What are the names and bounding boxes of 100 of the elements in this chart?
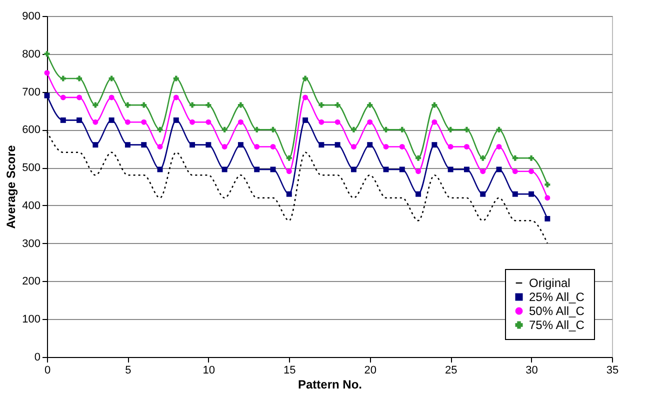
- point: [141, 119, 147, 125]
- point: [92, 119, 98, 125]
- x-tick-label: 25: [444, 364, 458, 376]
- point: [173, 76, 179, 82]
- point: [512, 155, 518, 161]
- y-tick-label: 0: [34, 352, 40, 364]
- point: [238, 102, 244, 108]
- point: [334, 102, 340, 108]
- point: [141, 142, 147, 148]
- point: [270, 166, 276, 172]
- point: [108, 117, 114, 123]
- point: [60, 94, 66, 100]
- point: [76, 76, 82, 82]
- point: [222, 126, 228, 132]
- point: [190, 119, 196, 125]
- legend-label: 50% All_C: [529, 304, 585, 318]
- point: [416, 155, 422, 161]
- point: [496, 126, 502, 132]
- point: [416, 191, 422, 197]
- x-tick-label: 10: [202, 364, 216, 376]
- point: [124, 142, 130, 148]
- point: [544, 182, 550, 188]
- point: [124, 119, 130, 125]
- y-tick-label: 800: [22, 48, 40, 60]
- point: [108, 94, 114, 100]
- point: [222, 166, 228, 172]
- point: [206, 102, 212, 108]
- y-tick-label: 900: [22, 10, 40, 22]
- point: [544, 216, 550, 222]
- point: [399, 144, 405, 150]
- point: [44, 92, 50, 98]
- point: [350, 166, 356, 172]
- y-tick-label: 500: [22, 162, 40, 174]
- point: [399, 126, 405, 132]
- point: [528, 168, 534, 174]
- point: [238, 142, 244, 148]
- point: [270, 126, 276, 132]
- point: [496, 166, 502, 172]
- point: [173, 117, 179, 123]
- point: [157, 144, 163, 150]
- legend-label: Original: [529, 276, 570, 290]
- y-axis-title: Average Score: [4, 144, 18, 229]
- point: [367, 142, 373, 148]
- point: [496, 144, 502, 150]
- legend-label: 75% All_C: [529, 318, 585, 332]
- point: [464, 144, 470, 150]
- point: [432, 142, 438, 148]
- y-tick-label: 200: [22, 276, 40, 288]
- point: [157, 166, 163, 172]
- point: [448, 144, 454, 150]
- point: [302, 117, 308, 123]
- point: [464, 126, 470, 132]
- point: [318, 142, 324, 148]
- point: [383, 126, 389, 132]
- y-tick-label: 600: [22, 124, 40, 136]
- point: [60, 117, 66, 123]
- point: [432, 119, 438, 125]
- point: [302, 76, 308, 82]
- point: [448, 166, 454, 172]
- point: [383, 166, 389, 172]
- point: [108, 76, 114, 82]
- point: [44, 70, 50, 76]
- point: [512, 191, 518, 197]
- x-tick-label: 0: [44, 364, 51, 376]
- point: [60, 76, 66, 82]
- point: [222, 144, 228, 150]
- point: [448, 126, 454, 132]
- point: [334, 119, 340, 125]
- point: [92, 142, 98, 148]
- y-tick-label: 400: [22, 200, 40, 212]
- x-tick-label: 15: [284, 364, 296, 376]
- point: [206, 119, 212, 125]
- point: [512, 168, 518, 174]
- x-tick-label: 35: [606, 364, 619, 376]
- x-axis-title: Pattern No.: [298, 378, 362, 392]
- point: [124, 102, 130, 108]
- point: [76, 117, 82, 123]
- point: [254, 144, 260, 150]
- point: [286, 168, 292, 174]
- point: [318, 119, 324, 125]
- point: [141, 102, 147, 108]
- legend-label: 25% All_C: [529, 290, 585, 304]
- point: [367, 119, 373, 125]
- point: [286, 191, 292, 197]
- point: [350, 126, 356, 132]
- point: [399, 166, 405, 172]
- x-tick-label: 30: [526, 364, 538, 376]
- point: [416, 168, 422, 174]
- point: [544, 195, 550, 201]
- point: [480, 155, 486, 161]
- point: [350, 144, 356, 150]
- point: [480, 191, 486, 197]
- point: [480, 168, 486, 174]
- x-tick-label: 20: [364, 364, 376, 376]
- point: [528, 191, 534, 197]
- point: [334, 142, 340, 148]
- point: [173, 94, 179, 100]
- point: [367, 102, 373, 108]
- point: [238, 119, 244, 125]
- y-tick-label: 700: [22, 86, 40, 98]
